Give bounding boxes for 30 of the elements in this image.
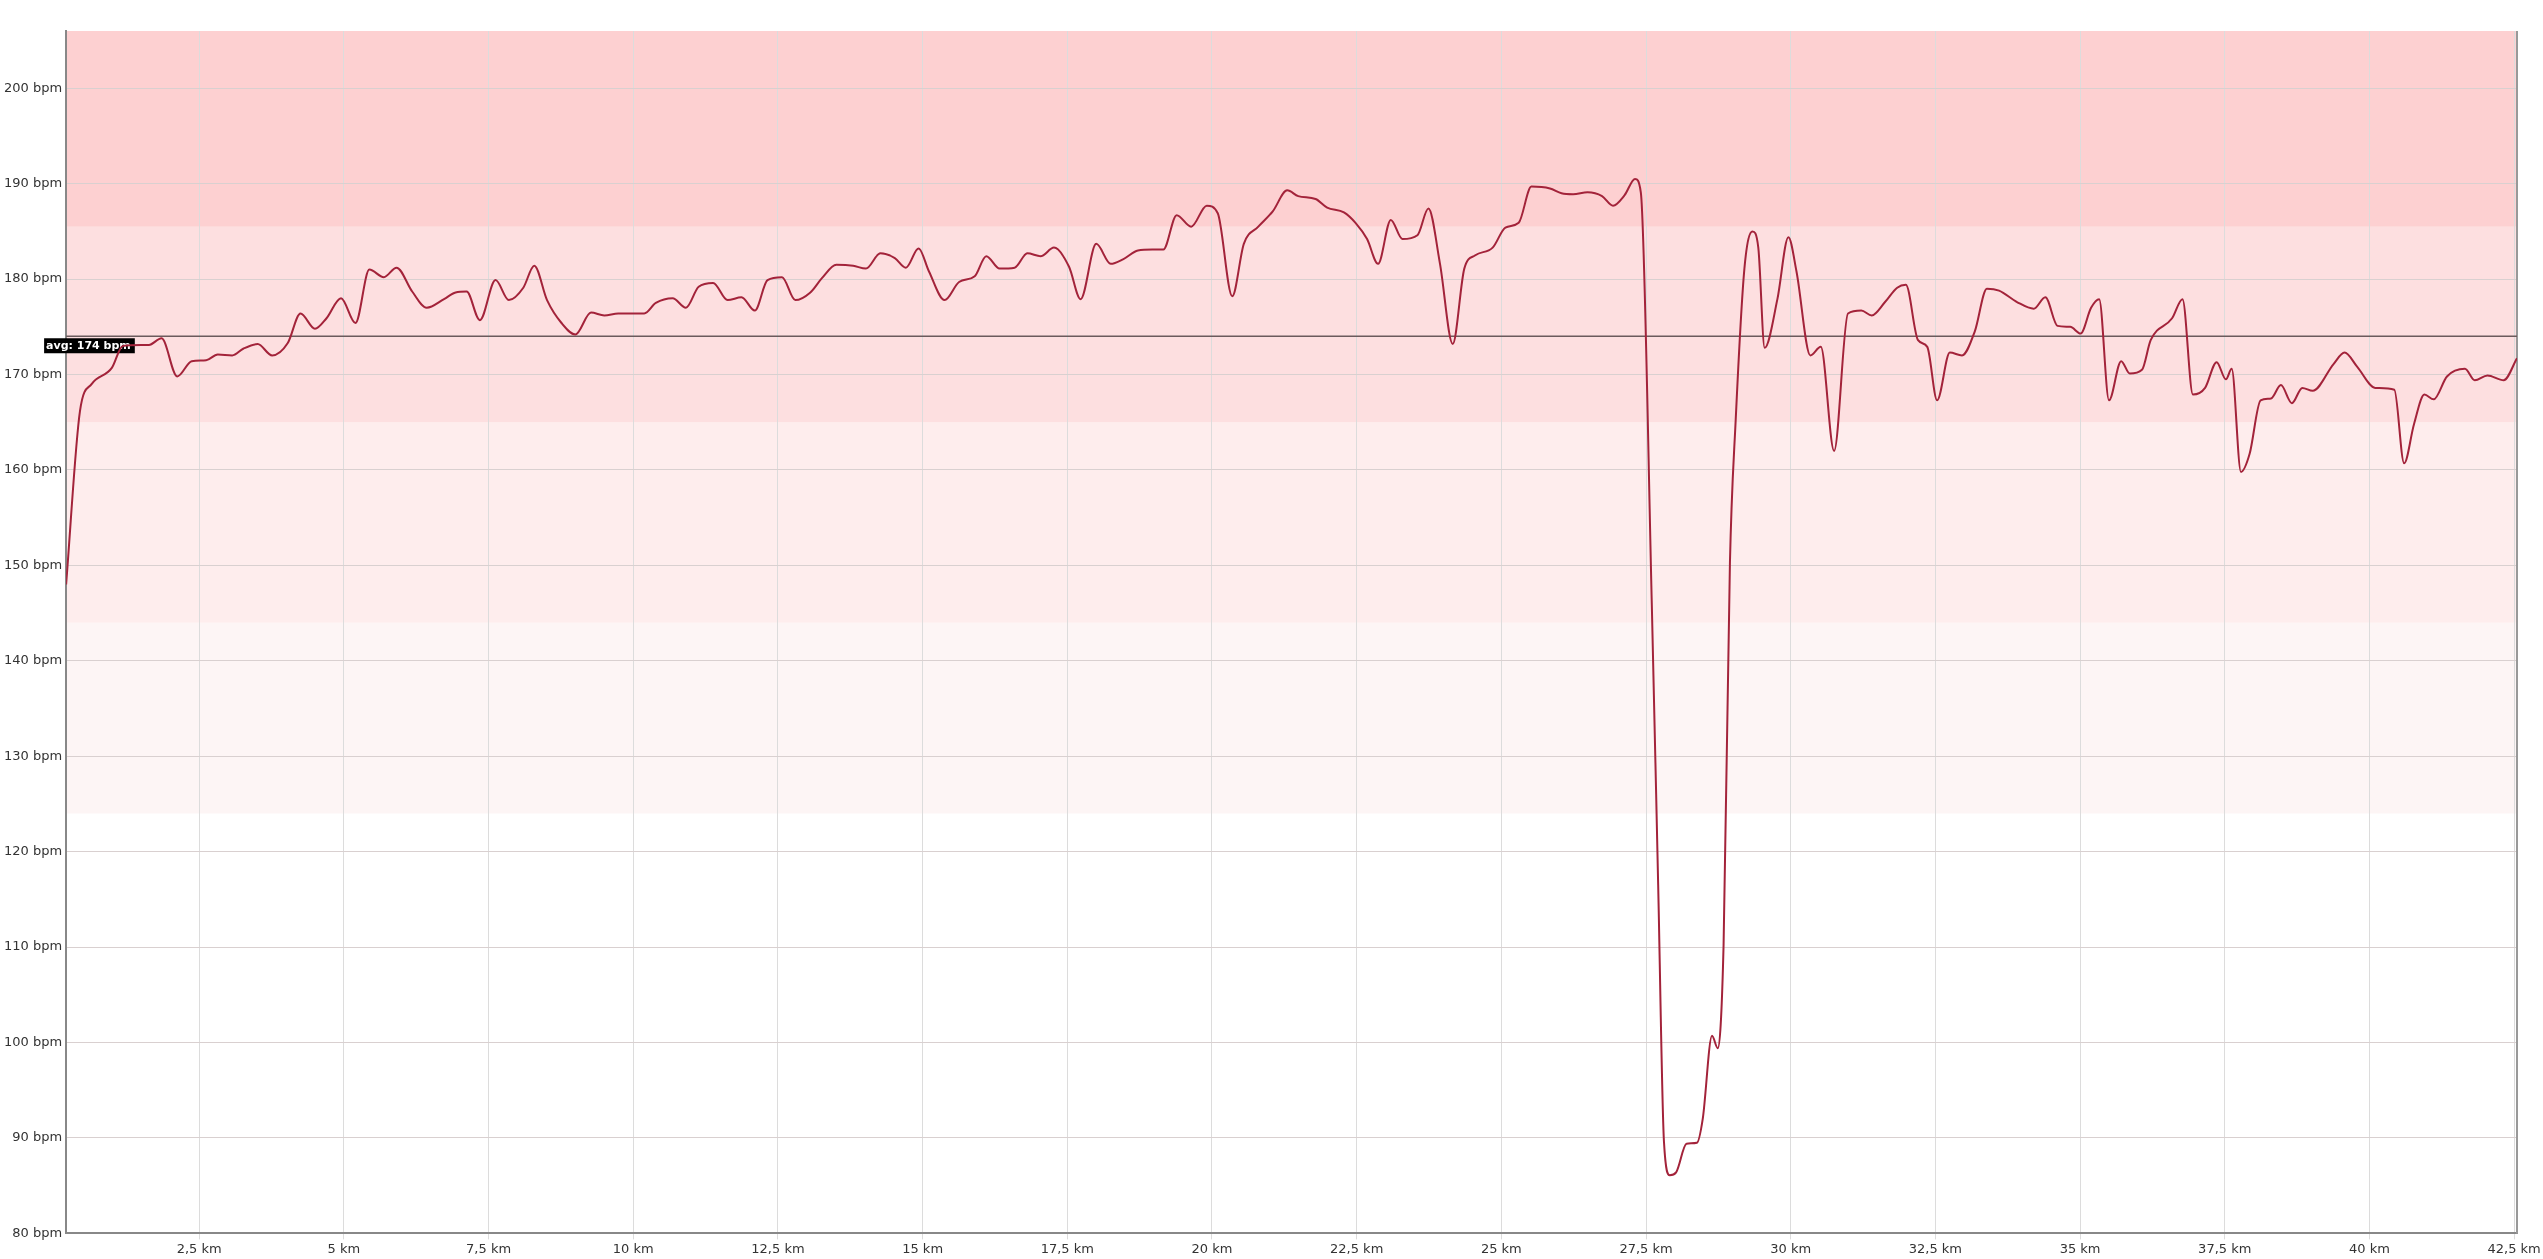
- x-tick-label: 25 km: [1480, 1240, 1522, 1256]
- y-tick-label: 140 bpm: [3, 652, 63, 668]
- x-tick-label: 35 km: [2059, 1240, 2101, 1256]
- y-tick-label: 100 bpm: [3, 1033, 63, 1049]
- y-tick-label: 200 bpm: [3, 79, 63, 95]
- y-tick-label: 170 bpm: [3, 365, 63, 381]
- x-tick-label: 12,5 km: [751, 1240, 805, 1256]
- y-tick-label: 120 bpm: [3, 843, 63, 859]
- x-tick-label: 15 km: [902, 1240, 944, 1256]
- y-tick-label: 180 bpm: [3, 270, 63, 286]
- x-tick-label: 42,5 km: [2487, 1240, 2541, 1256]
- y-tick-label: 150 bpm: [3, 556, 63, 572]
- y-tick-label: 160 bpm: [3, 461, 63, 477]
- x-tick-label: 37,5 km: [2198, 1240, 2252, 1256]
- x-tick-label: 32,5 km: [1908, 1240, 1963, 1256]
- x-tick-label: 10 km: [612, 1240, 654, 1256]
- y-tick-label: 90 bpm: [12, 1129, 63, 1145]
- x-tick-label: 20 km: [1191, 1240, 1233, 1256]
- x-tick-label: 30 km: [1770, 1240, 1812, 1256]
- y-tick-label: 80 bpm: [12, 1224, 63, 1240]
- x-tick-label: 5 km: [327, 1240, 361, 1256]
- x-tick-label: 27,5 km: [1619, 1240, 1673, 1256]
- x-tick-label: 7,5 km: [466, 1240, 512, 1256]
- x-tick-label: 40 km: [2348, 1240, 2390, 1256]
- x-tick-label: 22,5 km: [1330, 1240, 1384, 1256]
- y-tick-label: 110 bpm: [3, 938, 63, 954]
- x-tick-label: 2,5 km: [176, 1240, 222, 1256]
- x-tick-label: 17,5 km: [1040, 1240, 1094, 1256]
- y-tick-label: 130 bpm: [3, 747, 63, 763]
- y-tick-label: 190 bpm: [3, 175, 63, 191]
